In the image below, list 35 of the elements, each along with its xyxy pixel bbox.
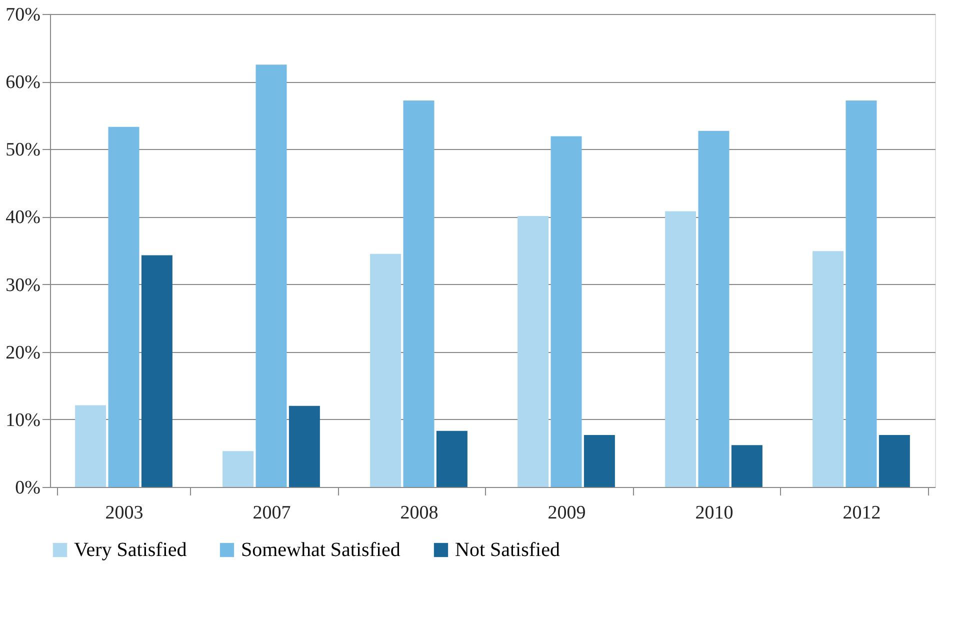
x-tick-label: 2012 — [842, 502, 881, 524]
bar — [698, 130, 730, 487]
y-tick-label: 50% — [6, 140, 41, 161]
bar — [812, 251, 844, 487]
y-tick-label: 70% — [6, 4, 41, 26]
bar — [584, 434, 615, 487]
x-tick-label: 2010 — [695, 502, 734, 524]
bar — [846, 100, 877, 487]
bar — [256, 64, 287, 487]
y-tick-label: 10% — [6, 410, 41, 431]
legend-label: Somewhat Satisfied — [241, 539, 400, 561]
bar — [141, 255, 172, 487]
bar — [75, 405, 106, 487]
x-tick-label: 2007 — [252, 502, 291, 524]
bar — [108, 126, 140, 487]
legend-label: Not Satisfied — [455, 539, 560, 561]
bar — [665, 211, 696, 487]
bar — [288, 406, 320, 487]
x-tick-label: 2003 — [105, 502, 144, 524]
bar — [370, 254, 402, 487]
y-tick-label: 60% — [6, 72, 41, 94]
bar — [550, 136, 582, 487]
y-tick-label: 30% — [6, 274, 41, 296]
bar — [222, 451, 254, 487]
y-tick-label: 20% — [6, 342, 41, 364]
y-tick-label: 0% — [15, 478, 41, 498]
bar — [731, 445, 762, 487]
bar — [878, 434, 910, 487]
x-tick-label: 2009 — [548, 502, 586, 524]
x-tick-label: 2008 — [400, 502, 438, 524]
bar — [436, 430, 468, 487]
y-tick-label: 40% — [6, 207, 41, 228]
bar — [403, 100, 434, 487]
bar — [518, 216, 549, 487]
legend-label: Very Satisfied — [74, 539, 187, 561]
